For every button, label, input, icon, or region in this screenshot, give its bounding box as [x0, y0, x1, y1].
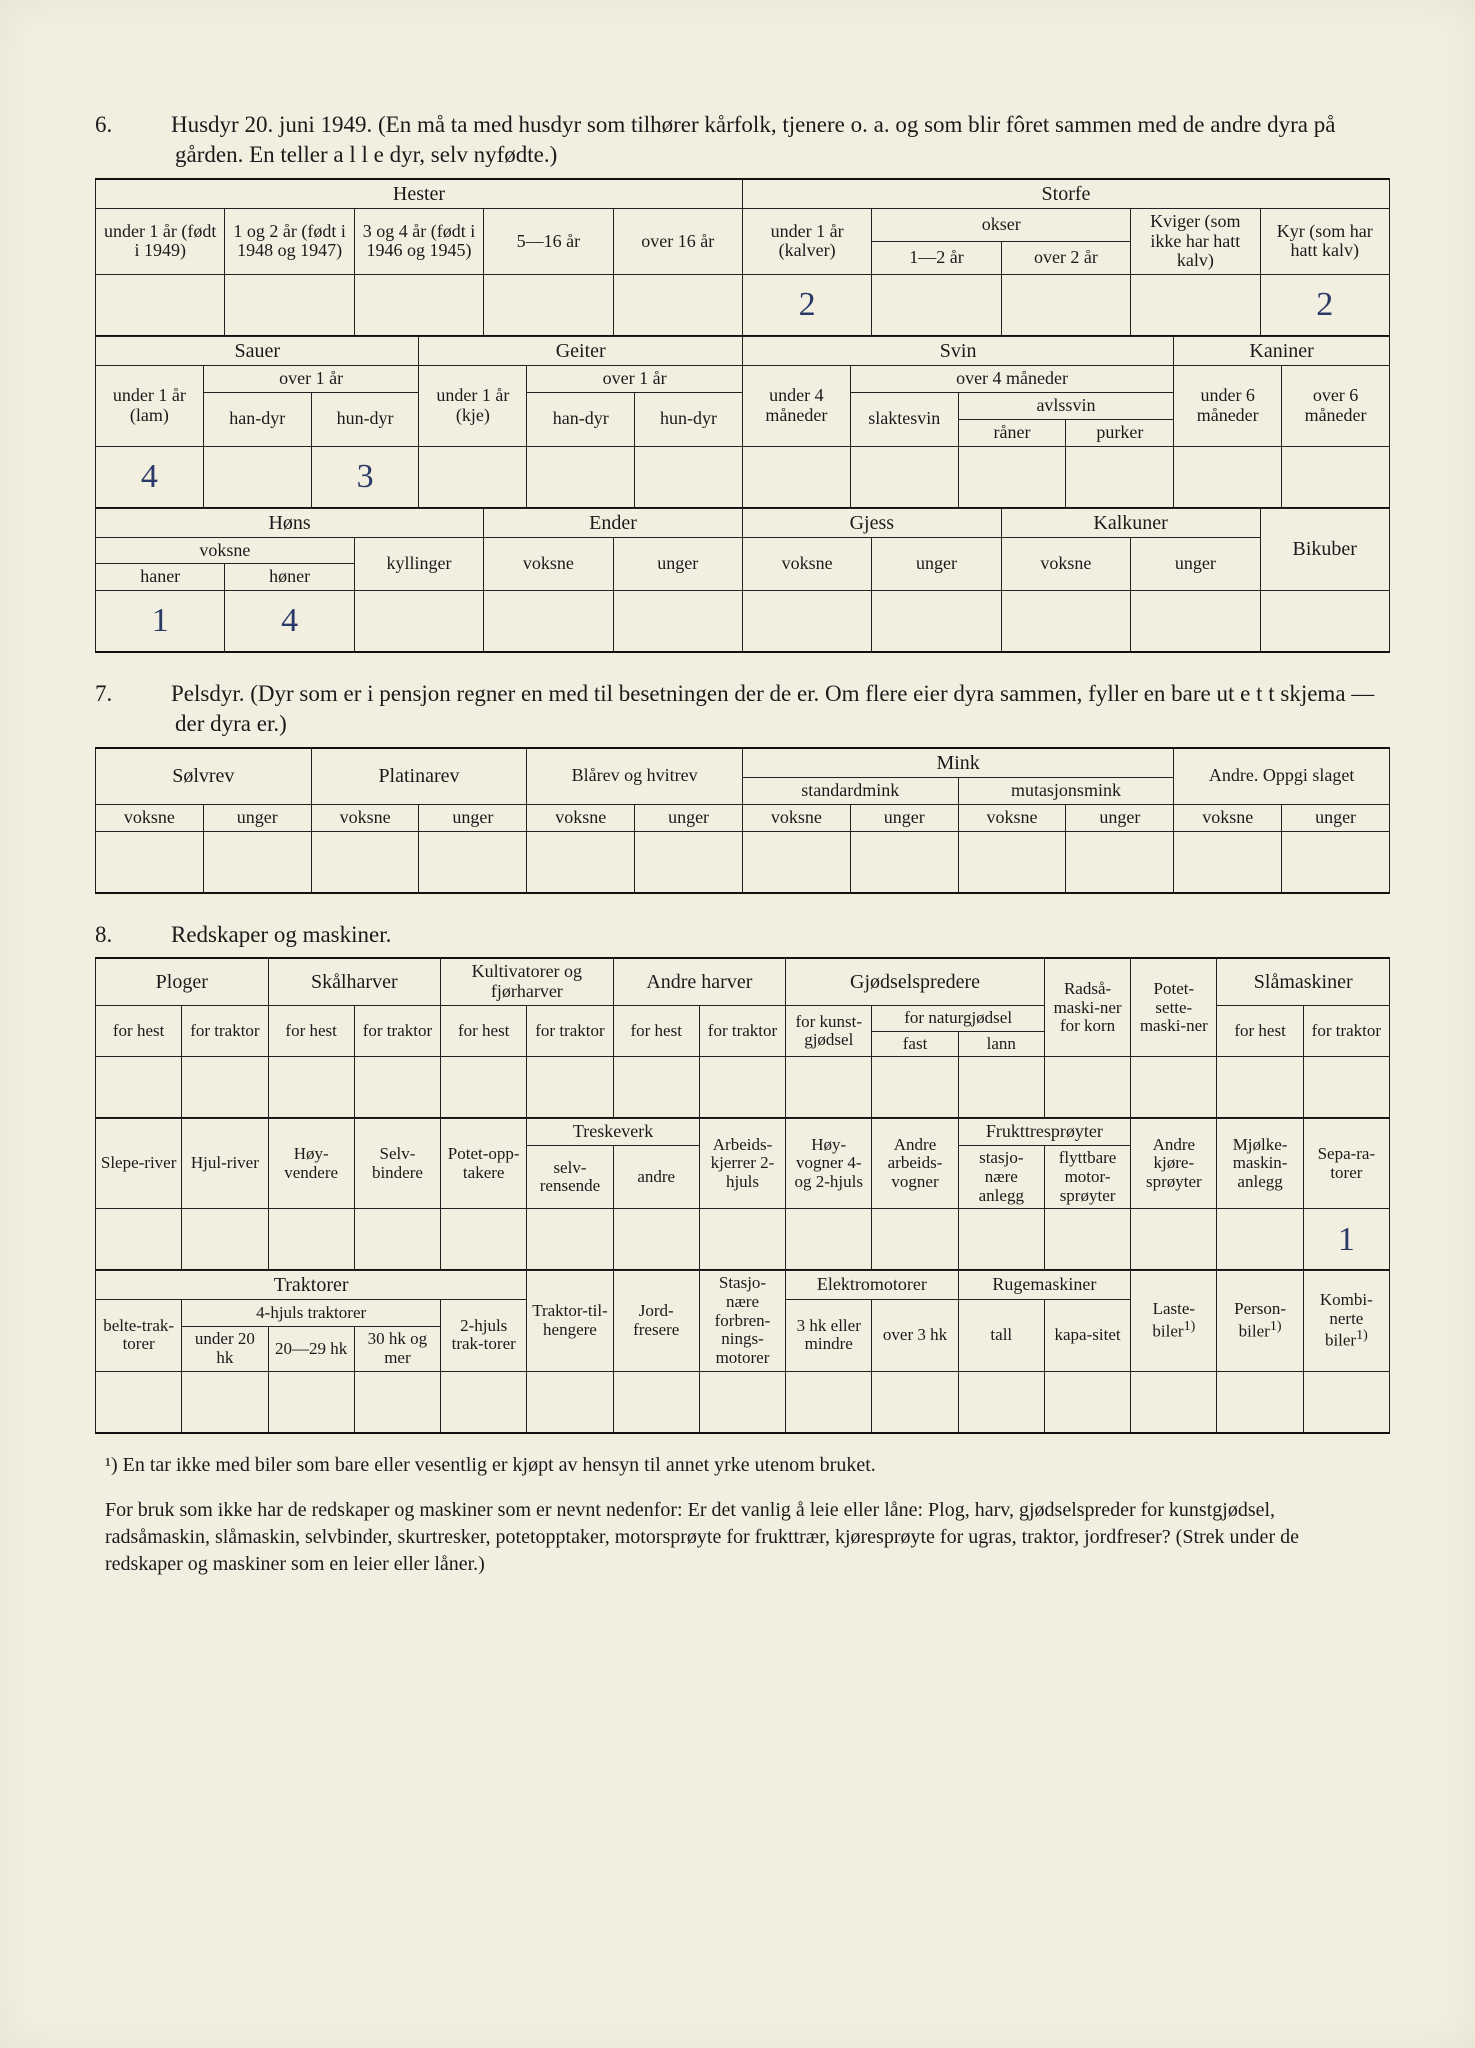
section6-title: 6.Husdyr 20. juni 1949. (En må ta med hu… — [135, 110, 1390, 170]
value-honer: 4 — [225, 591, 354, 653]
table-pelsdyr: Sølvrev Platinarev Blårev og hvitrev Min… — [95, 747, 1390, 894]
table-hester-storfe: Hester Storfe under 1 år (født i 1949) 1… — [95, 178, 1390, 337]
section7-title: 7.Pelsdyr. (Dyr som er i pensjon regner … — [135, 679, 1390, 739]
value-haner: 1 — [96, 591, 225, 653]
value-sauer-hun: 3 — [311, 446, 419, 508]
footnote-1: ¹) En tar ikke med biler som bare eller … — [105, 1452, 1380, 1479]
table-redskaper-b: Slepe-river Hjul-river Høy-vendere Selv-… — [95, 1118, 1390, 1271]
table-sauer-svin: Sauer Geiter Svin Kaniner under 1 år (la… — [95, 336, 1390, 508]
value-kyr: 2 — [1260, 275, 1389, 337]
section8-title: 8.Redskaper og maskiner. — [135, 920, 1390, 950]
value-lam: 4 — [96, 446, 204, 508]
table-redskaper-c: Traktorer Traktor-til-hengere Jord-frese… — [95, 1270, 1390, 1433]
table-hons: Høns Ender Gjess Kalkuner Bikuber voksne… — [95, 508, 1390, 654]
table-redskaper-a: Ploger Skålharver Kultivatorer og fjørha… — [95, 957, 1390, 1119]
value-separatorer: 1 — [1303, 1209, 1389, 1271]
footnote-2: For bruk som ikke har de redskaper og ma… — [105, 1497, 1380, 1578]
value-kalver: 2 — [742, 275, 871, 337]
